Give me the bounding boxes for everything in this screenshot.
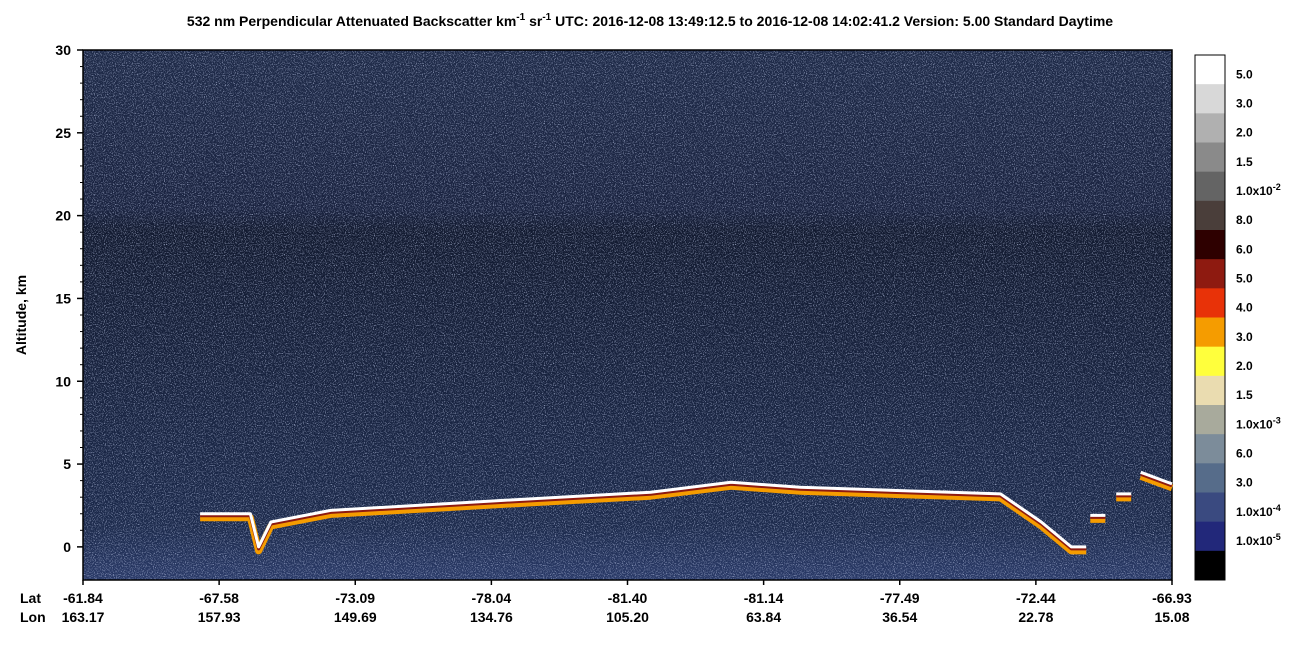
colorbar-swatch (1195, 463, 1225, 493)
colorbar-label: 6.0 (1236, 242, 1253, 256)
y-tick-label: 25 (55, 125, 71, 141)
colorbar-label: 2.0 (1236, 359, 1253, 373)
colorbar-label: 5.0 (1236, 67, 1253, 81)
colorbar: 5.0 3.0 2.0 1.5 1.0x10-2 8.0 6.0 5.0 4.0 3.0 2.0 1.… (1194, 54, 1281, 581)
lon-label: 22.78 (1018, 609, 1053, 625)
lon-label: 15.08 (1154, 609, 1189, 625)
lat-label: -78.04 (472, 590, 512, 606)
chart-title: 532 nm Perpendicular Attenuated Backscat… (187, 12, 1113, 29)
colorbar-swatch (1195, 142, 1225, 173)
colorbar-label: 3.0 (1236, 330, 1253, 344)
lat-label: -72.44 (1016, 590, 1056, 606)
colorbar-label: 1.0x10-3 (1236, 415, 1281, 431)
x-row-label: Lat (20, 590, 41, 606)
lon-label: 105.20 (606, 609, 649, 625)
surface-line (200, 470, 1173, 549)
colorbar-label: 1.0x10-2 (1236, 182, 1281, 198)
colorbar-label: 2.0 (1236, 126, 1253, 140)
lon-label: 134.76 (470, 609, 513, 625)
colorbar-label: 1.5 (1236, 155, 1253, 169)
y-tick-label: 10 (55, 373, 71, 389)
colorbar-swatch (1195, 259, 1225, 289)
colorbar-swatch (1195, 200, 1225, 231)
y-tick-label: 0 (63, 539, 71, 555)
colorbar-label: 6.0 (1236, 447, 1253, 461)
colorbar-swatch (1195, 55, 1225, 85)
colorbar-swatch (1195, 550, 1225, 581)
colorbar-swatch (1195, 113, 1225, 143)
surface-shadow (200, 472, 1173, 551)
colorbar-label: 1.0x10-5 (1236, 532, 1281, 548)
lat-label: -73.09 (335, 590, 375, 606)
lat-label: -81.14 (744, 590, 784, 606)
colorbar-swatch (1195, 317, 1225, 348)
x-row-label: Lon (20, 609, 46, 625)
colorbar-swatch (1195, 230, 1225, 260)
colorbar-swatch (1195, 375, 1225, 406)
colorbar-label: 3.0 (1236, 97, 1253, 111)
y-tick-label: 15 (55, 290, 71, 306)
colorbar-label: 8.0 (1236, 213, 1253, 227)
plot-area (82, 49, 1173, 581)
colorbar-swatch (1195, 521, 1225, 552)
colorbar-swatch (1195, 434, 1225, 464)
lat-label: -81.40 (608, 590, 648, 606)
surface-glow (200, 473, 1174, 555)
lat-label: -67.58 (199, 590, 239, 606)
colorbar-swatch (1195, 288, 1225, 318)
y-tick-label: 30 (55, 42, 71, 58)
colorbar-swatch (1195, 84, 1225, 114)
colorbar-swatch (1195, 346, 1225, 377)
colorbar-label: 4.0 (1236, 301, 1253, 315)
lat-label: -77.49 (880, 590, 920, 606)
colorbar-frame (1194, 54, 1226, 581)
lat-label: -66.93 (1152, 590, 1192, 606)
lon-label: 157.93 (198, 609, 241, 625)
lon-label: 163.17 (62, 609, 105, 625)
lon-label: 36.54 (882, 609, 917, 625)
lat-label: -61.84 (63, 590, 103, 606)
y-tick-label: 20 (55, 208, 71, 224)
lon-label: 149.69 (334, 609, 377, 625)
plot-texture (83, 50, 1172, 580)
colorbar-label: 5.0 (1236, 272, 1253, 286)
colorbar-swatch (1195, 405, 1225, 435)
colorbar-label: 1.0x10-4 (1236, 503, 1281, 519)
y-tick-label: 5 (63, 456, 71, 472)
colorbar-label: 3.0 (1236, 476, 1253, 490)
colorbar-label: 1.5 (1236, 388, 1253, 402)
colorbar-swatch (1195, 492, 1225, 523)
colorbar-swatch (1195, 171, 1225, 202)
y-axis-label: Altitude, km (13, 275, 29, 355)
lon-label: 63.84 (746, 609, 781, 625)
